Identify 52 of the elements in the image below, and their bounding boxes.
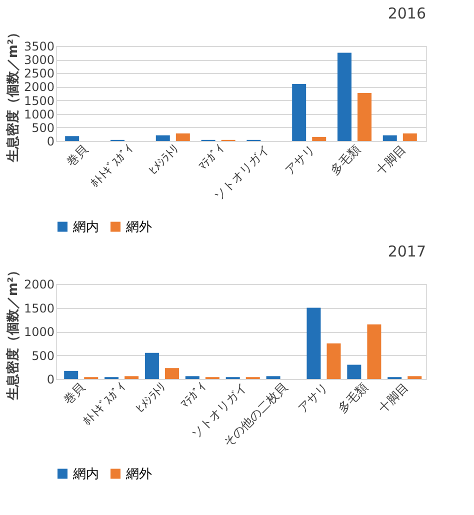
chart-title: 2017 [388,242,426,260]
bar [347,364,362,379]
x-tick-label: 多毛類 [328,142,363,178]
bar [144,352,159,379]
bar [266,376,280,379]
y-tick-label: 1000 [24,107,54,122]
y-tick-label: 3000 [24,53,54,68]
chart-title: 2016 [388,4,426,22]
y-tick-label: 0 [46,134,54,148]
bar [337,52,352,141]
bar [312,136,326,141]
y-tick-label: 2500 [24,66,54,81]
bar [367,324,382,379]
y-tick-label: 2000 [24,80,54,94]
bar [382,135,397,141]
bar [65,136,80,141]
x-tick-label: 巻貝 [60,380,88,407]
y-tick-label: 1000 [24,325,54,339]
bar [64,370,78,379]
bar [185,376,200,379]
legend-label: 網外 [125,220,152,235]
x-tick-label: 多毛類 [335,380,371,416]
x-tick-label: ﾏﾃｶﾞｲ [178,380,210,412]
bar [124,376,139,379]
y-tick-label: 3500 [24,40,54,54]
legend-label: 網外 [125,466,152,482]
bar [326,343,341,379]
y-tick-label: 1500 [24,301,54,316]
x-tick-label: アサリ [282,142,318,178]
x-tick-label: ﾋﾒｼﾗﾄﾘ [146,142,182,178]
bar [306,308,321,379]
y-tick-label: 500 [32,120,54,135]
x-tick-label: ﾏﾃｶﾞｲ [196,142,227,174]
bar [358,92,372,141]
bar [402,133,417,141]
y-axis-title: 生息密度（個数／m²） [4,26,21,164]
bar [165,368,179,379]
bar [408,376,422,379]
y-tick-label: 0 [46,372,54,386]
x-tick-label: アサリ [295,380,330,416]
x-tick-label: 十脚目 [373,142,408,178]
legend-label: 網内 [72,466,99,482]
x-tick-label: 十脚目 [376,380,412,416]
y-tick-label: 500 [32,348,54,363]
y-tick-label: 1500 [24,94,54,108]
y-tick-label: 2000 [24,278,54,292]
x-tick-label: ﾋﾒｼﾗﾄﾘ [133,380,169,416]
bar [156,135,170,141]
bar [292,84,306,141]
y-axis-title: 生息密度（個数／m²） [4,264,21,402]
bar [176,133,190,141]
legend-label: 網内 [72,220,99,235]
